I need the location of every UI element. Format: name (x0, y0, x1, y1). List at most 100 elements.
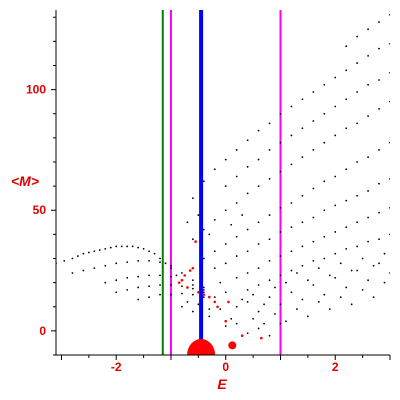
data-point (334, 134, 337, 137)
data-point (285, 320, 287, 323)
data-point (257, 310, 260, 313)
data-point (186, 286, 189, 289)
data-point (224, 243, 227, 245)
data-point (246, 165, 249, 168)
x-axis-label: E (217, 376, 227, 392)
data-point (257, 129, 260, 132)
data-point (235, 276, 238, 279)
data-point (131, 245, 134, 248)
data-point (356, 161, 359, 163)
data-point (279, 322, 282, 325)
data-point (367, 240, 369, 243)
data-point (181, 292, 183, 295)
data-point (235, 175, 238, 178)
data-point (378, 149, 380, 151)
data-point (372, 264, 375, 267)
data-point (137, 260, 140, 262)
data-point (279, 170, 282, 173)
data-point (71, 257, 74, 260)
data-point (356, 221, 359, 224)
data-point (378, 79, 380, 81)
data-point (202, 257, 205, 260)
data-point (389, 141, 390, 144)
data-point (104, 264, 107, 267)
data-point (246, 250, 249, 253)
data-point (257, 185, 260, 188)
data-point (246, 272, 249, 274)
data-point (279, 231, 282, 233)
data-point (224, 185, 227, 188)
data-point (98, 249, 101, 251)
x-tick-label: -2 (111, 360, 122, 374)
data-point (323, 235, 326, 238)
data-point (230, 317, 233, 320)
data-point (82, 269, 85, 272)
data-point (334, 204, 337, 207)
data-point (350, 269, 353, 272)
data-point (367, 216, 369, 219)
data-point (241, 298, 244, 301)
data-point (389, 206, 390, 209)
data-point (356, 62, 359, 64)
data-point (240, 334, 244, 337)
data-point (268, 214, 271, 216)
data-point (246, 192, 249, 195)
data-point (279, 255, 282, 257)
data-point (312, 120, 315, 122)
data-point (186, 301, 189, 303)
data-point (257, 267, 260, 270)
data-point (389, 100, 390, 103)
data-point (170, 264, 172, 267)
data-point (389, 42, 390, 45)
data-point (224, 158, 227, 161)
data-point (93, 250, 96, 253)
data-point (378, 47, 380, 50)
data-point (312, 260, 315, 262)
data-point (216, 305, 219, 309)
y-tick-label: 100 (26, 83, 46, 97)
data-point (246, 332, 249, 335)
data-point (183, 274, 186, 277)
data-point (142, 247, 145, 250)
data-point (328, 308, 331, 311)
data-point (202, 293, 206, 296)
data-point (191, 287, 194, 290)
data-point (356, 194, 359, 197)
data-point (301, 156, 304, 159)
data-point (290, 226, 293, 229)
data-point (148, 260, 150, 262)
data-point (202, 288, 205, 291)
data-point (389, 13, 390, 16)
data-point (126, 276, 129, 279)
data-point (356, 122, 359, 125)
data-point (334, 276, 337, 279)
data-point (268, 238, 271, 241)
data-point (345, 247, 348, 250)
data-point (257, 327, 260, 330)
data-point (301, 194, 304, 197)
data-point (191, 238, 194, 241)
data-point (170, 284, 172, 286)
data-point (279, 141, 282, 144)
data-point (279, 274, 282, 277)
data-point (350, 303, 353, 306)
data-point (268, 296, 271, 298)
data-point (279, 206, 282, 209)
data-point (323, 293, 326, 296)
data-point (235, 305, 238, 308)
data-point (274, 286, 276, 289)
data-point (126, 245, 129, 248)
data-point (345, 127, 348, 130)
data-point (378, 238, 380, 241)
data-point (164, 262, 167, 265)
data-point (213, 218, 216, 221)
data-point (175, 274, 178, 277)
data-point (367, 279, 369, 282)
data-point (77, 255, 79, 257)
data-point (170, 293, 172, 296)
data-point (367, 83, 369, 86)
data-point (115, 245, 118, 248)
data-point (224, 319, 228, 323)
series-1 (56, 13, 390, 337)
data-point (137, 246, 140, 249)
